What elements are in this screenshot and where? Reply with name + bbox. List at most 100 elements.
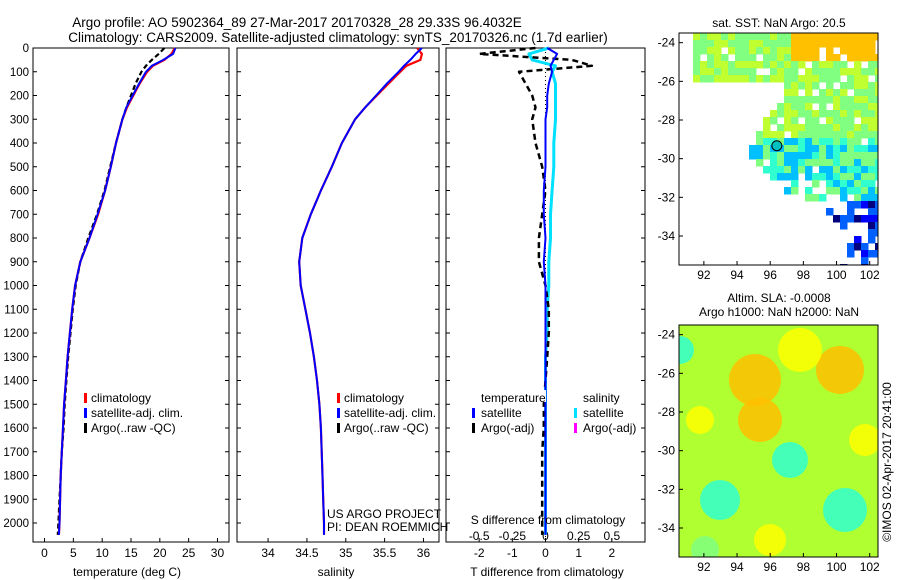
sst-cell — [784, 54, 792, 62]
sst-cell — [847, 110, 855, 118]
sst-cell — [875, 110, 878, 118]
sst-cell — [791, 103, 799, 111]
legend-temp-title: temperature — [481, 391, 546, 405]
y-tick-label: 300 — [10, 114, 29, 126]
sst-cell — [868, 47, 876, 55]
sst-cell — [742, 47, 750, 55]
sst-cell — [700, 61, 708, 69]
sst-cell — [763, 145, 771, 153]
sst-cell — [791, 54, 799, 62]
y-tick-label: 1600 — [3, 423, 29, 435]
sst-cell — [721, 33, 729, 41]
sst-cell — [854, 33, 862, 41]
sst-cell — [784, 61, 792, 69]
difference-legend: temperature satellite Argo(-adj) salinit… — [472, 390, 636, 435]
sst-cell — [812, 75, 820, 83]
salinity-legend: climatology satellite-adj. clim. Argo(..… — [337, 391, 436, 435]
sst-cell — [805, 110, 813, 118]
sst-cell — [721, 54, 729, 62]
sla-cell — [679, 336, 694, 364]
sst-cell — [847, 117, 855, 125]
sla-cell — [823, 488, 867, 532]
sst-cell — [805, 187, 813, 195]
sst-cell — [847, 159, 855, 167]
sst-cell — [847, 187, 855, 195]
x-tick-label-top: -0.25 — [499, 529, 527, 543]
sst-cell — [735, 47, 743, 55]
sst-cell — [770, 40, 778, 48]
sst-cell — [791, 131, 799, 139]
salinity-xlabel: salinity — [318, 565, 355, 579]
sst-cell — [868, 236, 876, 244]
sst-cell — [742, 75, 750, 83]
sst-cell — [861, 110, 869, 118]
sst-cell — [833, 145, 841, 153]
sst-cell — [714, 40, 722, 48]
sst-cell — [847, 82, 855, 90]
sst-cell — [707, 75, 715, 83]
sst-cell — [840, 166, 848, 174]
argo-temperature-diff-line — [477, 46, 594, 535]
map-x-tick-label: 100 — [827, 268, 847, 282]
salinity-lines — [298, 47, 423, 535]
argo-location-marker[interactable] — [771, 140, 783, 152]
sst-cell — [861, 131, 869, 139]
sla-cell — [816, 346, 864, 394]
sst-cell — [861, 124, 869, 132]
x-tick-label-top: 0.25 — [567, 529, 591, 543]
sst-cell — [735, 61, 743, 69]
sst-cell — [812, 40, 820, 48]
sst-cell — [819, 138, 827, 146]
sst-cell — [826, 110, 834, 118]
sst-cell — [805, 166, 813, 174]
sst-cell — [819, 61, 827, 69]
sst-cell — [861, 257, 869, 265]
sst-cell — [770, 61, 778, 69]
difference-xlabel: T difference from climatology — [470, 565, 624, 579]
sst-cell — [749, 145, 757, 153]
sst-cell — [854, 40, 862, 48]
sst-cell — [721, 61, 729, 69]
sst-cell — [847, 131, 855, 139]
sst-cell — [840, 145, 848, 153]
sst-cell — [728, 33, 736, 41]
sst-cell — [861, 117, 869, 125]
sst-cell — [756, 131, 764, 139]
sst-cell — [805, 159, 813, 167]
sst-cell — [749, 68, 757, 76]
map-x-tick-label: 98 — [797, 268, 811, 282]
sst-cell — [854, 131, 862, 139]
sst-cell — [875, 187, 878, 195]
temperature-plot-frame — [32, 47, 230, 543]
sst-cell — [854, 82, 862, 90]
sst-cell — [784, 68, 792, 76]
legend-label-climatology: climatology — [344, 391, 404, 405]
sst-cell — [819, 89, 827, 97]
sst-cell — [819, 152, 827, 160]
y-tick-label: 100 — [10, 67, 29, 79]
sst-cell — [735, 54, 743, 62]
sst-cell — [868, 250, 876, 258]
sst-cell — [819, 103, 827, 111]
sst-cell — [805, 68, 813, 76]
sst-cell — [784, 187, 792, 195]
sst-cell — [770, 54, 778, 62]
sst-cell — [875, 166, 878, 174]
sst-cell — [791, 47, 799, 55]
sst-cell — [847, 40, 855, 48]
sst-cell — [826, 40, 834, 48]
sst-cell — [854, 201, 862, 209]
sst-cell — [847, 166, 855, 174]
sst-cell — [791, 110, 799, 118]
sst-cell — [791, 68, 799, 76]
sst-cell — [784, 40, 792, 48]
sst-cell — [826, 96, 834, 104]
sst-cell — [833, 215, 841, 223]
sst-cell — [854, 215, 862, 223]
sst-cell — [861, 250, 869, 258]
sst-cell — [840, 159, 848, 167]
sst-cell — [805, 89, 813, 97]
sst-cell — [763, 124, 771, 132]
sst-cell — [812, 145, 820, 153]
sst-cell — [742, 61, 750, 69]
